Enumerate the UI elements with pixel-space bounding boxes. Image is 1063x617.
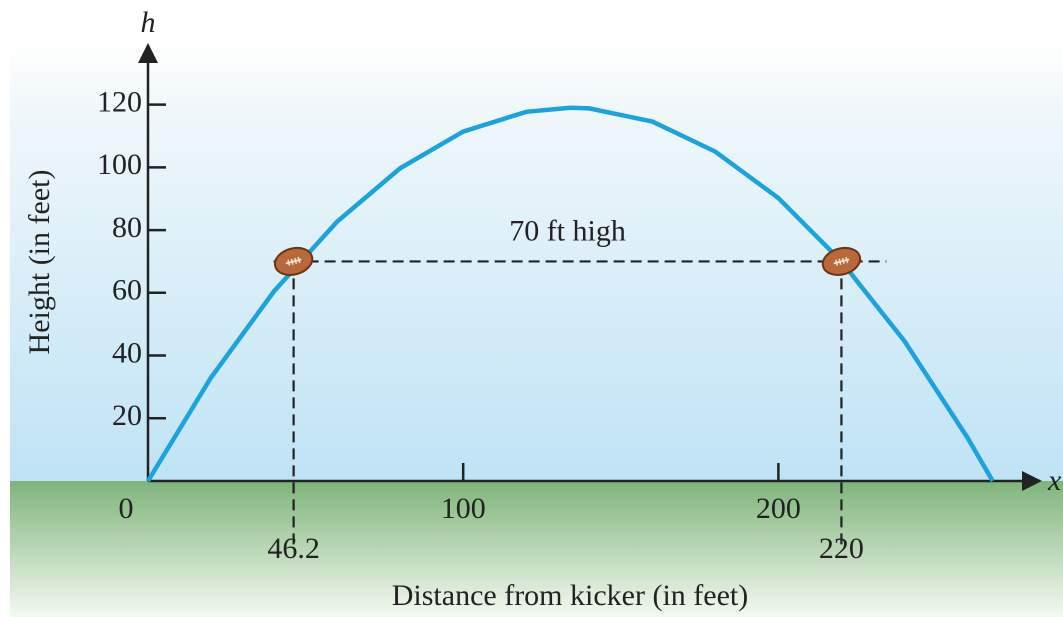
marked-x-label: 220 [819,532,864,565]
x-axis-name: x [1047,464,1062,497]
y-axis-name: h [141,6,156,39]
y-tick-label: 120 [97,85,142,118]
x-tick-label: 200 [756,492,801,525]
y-tick-label: 80 [112,211,142,244]
y-axis-label: Height (in feet) [23,170,56,355]
page: x h 20 40 60 80 100 120 0 100 200 46.2 220 70 ft high… [0,0,1063,617]
y-tick-label: 60 [112,274,142,307]
y-tick-label: 40 [112,336,142,369]
x-tick-label: 100 [441,492,486,525]
marked-x-label: 46.2 [267,532,320,565]
y-tick-label: 20 [112,399,142,432]
x-axis-label: Distance from kicker (in feet) [392,579,749,612]
annotation: 70 ft high [509,214,626,247]
y-tick-label: 100 [97,148,142,181]
x-tick-label: 0 [119,492,134,525]
chart: x h 20 40 60 80 100 120 0 100 200 46.2 220 70 ft high… [0,0,1063,617]
